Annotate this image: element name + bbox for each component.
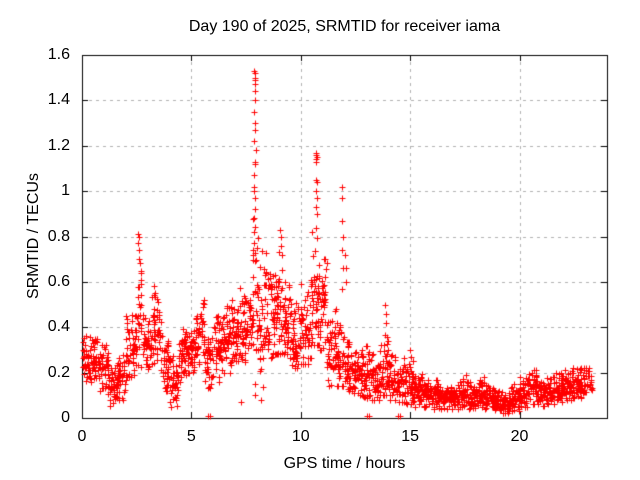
x-tick-label: 5 [186, 428, 196, 445]
y-tick-label: 0.8 [47, 227, 70, 245]
y-tick-label: 1.2 [47, 136, 70, 154]
y-tick-label: 1.6 [47, 46, 70, 63]
x-tick-label: 10 [291, 428, 310, 445]
y-axis-label: SRMTID / TECUs [25, 173, 42, 299]
x-axis-label: GPS time / hours [283, 455, 406, 472]
chart-title: Day 190 of 2025, SRMTID for receiver iam… [188, 18, 501, 35]
x-tick-label: 0 [77, 428, 87, 445]
y-tick-label: 0 [61, 409, 70, 426]
y-tick-label: 1 [61, 182, 70, 200]
x-tick-label: 20 [510, 428, 529, 445]
y-tick-label: 0.6 [47, 272, 70, 290]
y-tick-label: 1.4 [47, 91, 70, 109]
y-tick-label: 0.2 [47, 363, 70, 381]
y-tick-label: 0.4 [47, 318, 70, 336]
x-tick-label: 15 [401, 428, 420, 445]
